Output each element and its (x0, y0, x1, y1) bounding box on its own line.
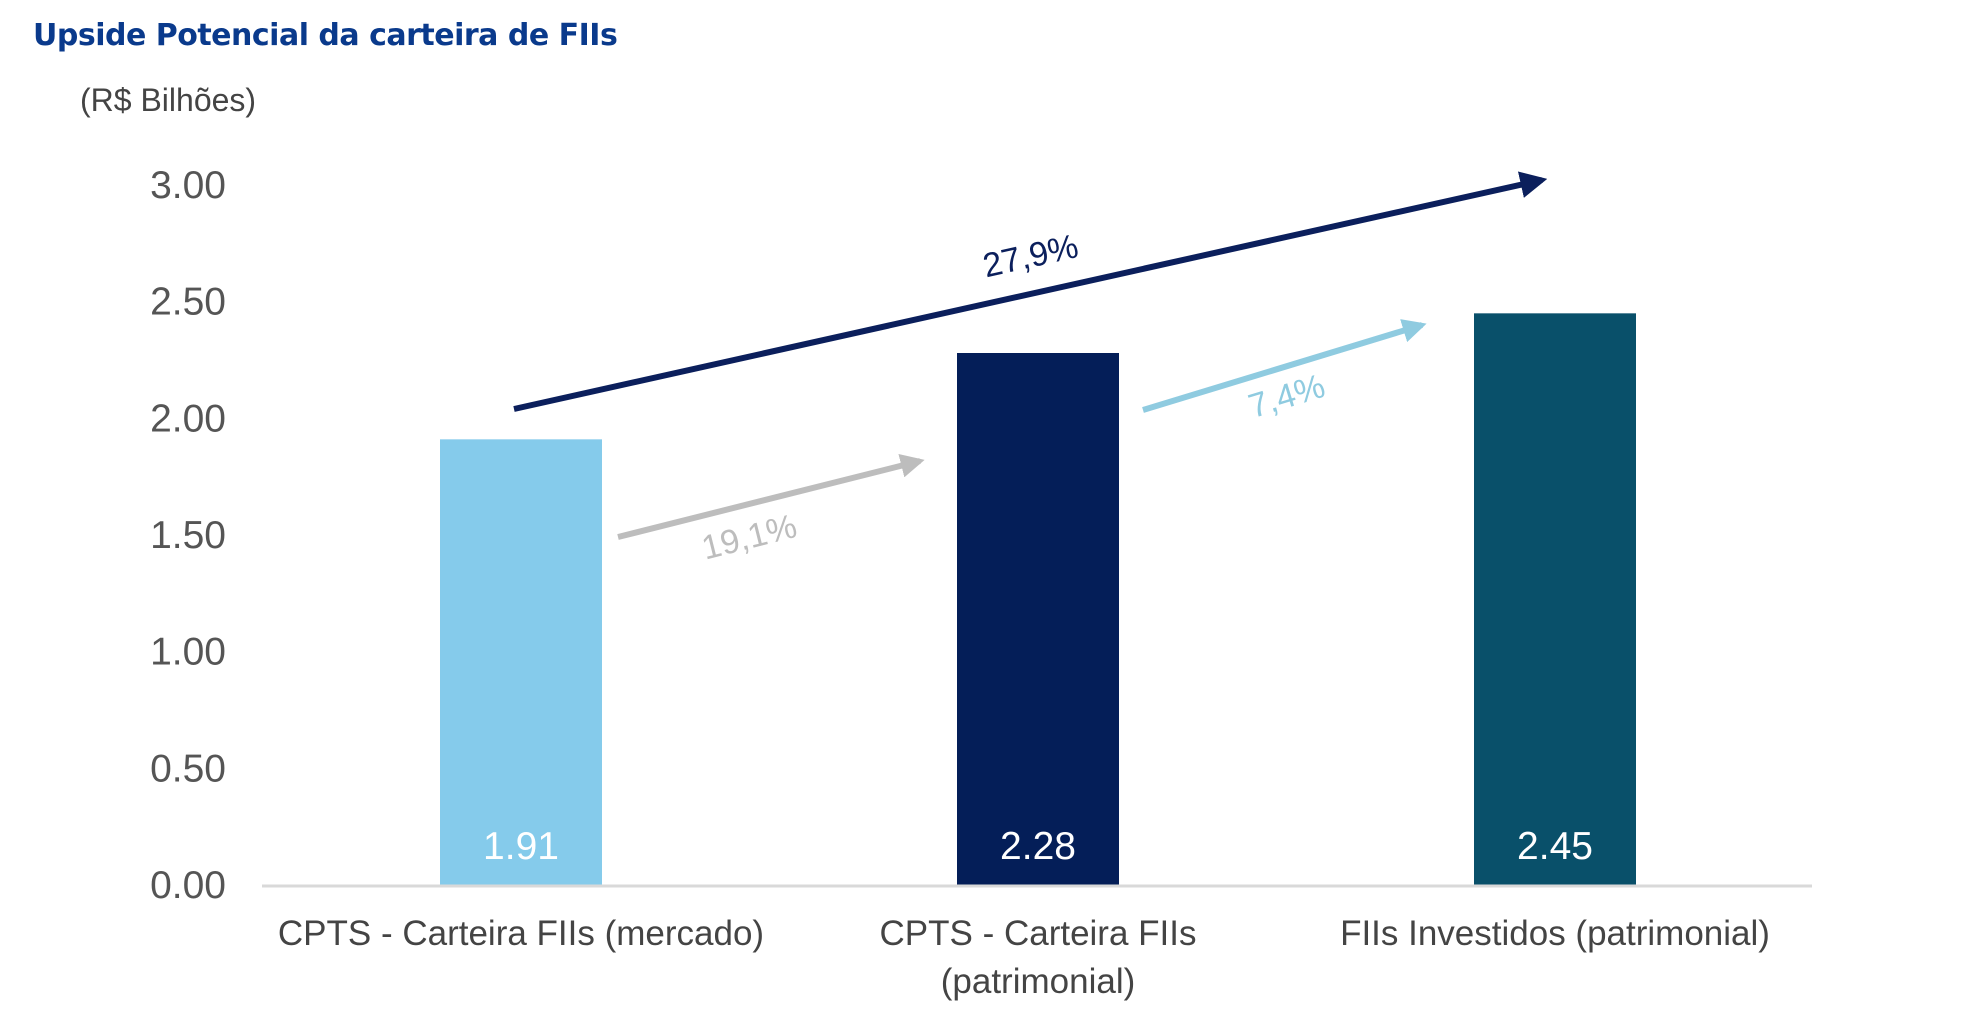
category-label: CPTS - Carteira FIIs (880, 914, 1197, 953)
y-tick-label: 2.50 (150, 281, 226, 324)
bar-value-labels: 1.91 2.28 2.45 (483, 825, 1593, 868)
bars (440, 313, 1636, 885)
category-label: CPTS - Carteira FIIs (mercado) (278, 914, 764, 953)
bar-value-label: 1.91 (483, 825, 559, 868)
y-tick-label: 3.00 (150, 164, 226, 207)
chart-title: Upside Potencial da carteira de FIIs (33, 18, 618, 53)
y-axis-unit-label: (R$ Bilhões) (80, 82, 257, 118)
y-tick-label: 1.50 (150, 514, 226, 557)
y-tick-label: 2.00 (150, 397, 226, 440)
bar-value-label: 2.45 (1517, 825, 1593, 868)
growth-arrow (1142, 319, 1427, 413)
bar-value-label: 2.28 (1000, 825, 1076, 868)
growth-arrow (617, 454, 925, 540)
y-tick-label: 1.00 (150, 631, 226, 674)
growth-arrow (513, 171, 1548, 412)
y-tick-label: 0.50 (150, 747, 226, 790)
bar (440, 439, 602, 885)
category-label: FIIs Investidos (patrimonial) (1340, 914, 1770, 953)
growth-label: 27,9% (979, 227, 1081, 285)
category-labels: CPTS - Carteira FIIs (mercado) CPTS - Car… (278, 914, 1770, 1001)
y-tick-label: 0.00 (150, 864, 226, 907)
bar (1474, 313, 1636, 885)
category-label: (patrimonial) (941, 962, 1136, 1001)
bar (957, 353, 1119, 885)
growth-arrows: 19,1%7,4%27,9% (513, 171, 1548, 568)
y-axis-ticks: 0.00 0.50 1.00 1.50 2.00 2.50 3.00 (150, 164, 226, 907)
growth-label: 19,1% (698, 507, 801, 567)
